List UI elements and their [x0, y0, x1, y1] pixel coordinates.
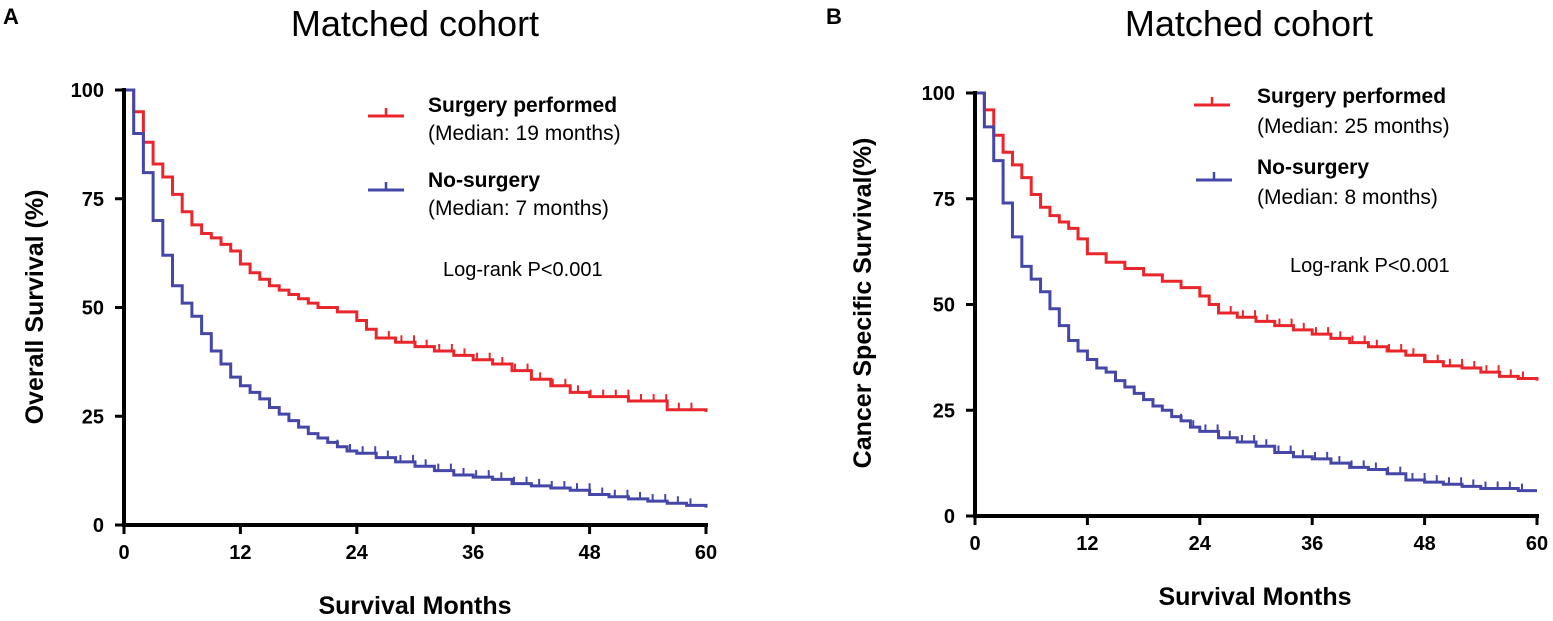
legend-key-no-surgery [1196, 172, 1232, 182]
x-tick-label: 48 [1413, 533, 1435, 555]
x-tick-label: 24 [346, 542, 369, 564]
y-tick-label: 0 [93, 515, 104, 537]
legend-key-no-surgery [368, 182, 404, 192]
legend-median-no-surgery: (Median: 8 months) [1257, 186, 1438, 209]
y-tick-label: 100 [71, 80, 104, 102]
x-tick-label: 0 [969, 533, 980, 555]
legend-key-surgery [1194, 97, 1230, 107]
y-axis-label: Cancer Specific Survival(%) [849, 138, 877, 469]
panel-letter: B [826, 4, 842, 29]
y-axis-label: Overall Survival (%) [21, 190, 49, 425]
panel-letter: A [3, 4, 19, 29]
x-tick-label: 24 [1189, 533, 1212, 555]
legend-label-no-surgery: No-surgery [428, 169, 540, 192]
legend-label-surgery: Surgery performed [1257, 85, 1446, 108]
y-tick-label: 75 [82, 189, 104, 211]
x-tick-label: 60 [1526, 533, 1548, 555]
legend: Surgery performed (Median: 19 months) No… [368, 94, 621, 220]
y-tick-label: 50 [82, 298, 104, 320]
x-tick-label: 12 [1076, 533, 1098, 555]
log-rank-annotation: Log-rank P<0.001 [443, 259, 603, 281]
y-tick-label: 25 [82, 406, 104, 428]
panel-b: B Matched cohort Survival Months Cancer … [826, 3, 1548, 611]
x-tick-label: 0 [118, 542, 129, 564]
x-axis-label: Survival Months [318, 592, 511, 620]
series-line-no-surgery [975, 91, 1537, 493]
legend-label-no-surgery: No-surgery [1257, 156, 1369, 179]
x-tick-label: 12 [229, 542, 251, 564]
x-tick-label: 60 [695, 542, 717, 564]
survival-curves [975, 91, 1539, 493]
log-rank-annotation: Log-rank P<0.001 [1290, 255, 1450, 277]
survival-curves [124, 88, 708, 508]
legend: Surgery performed (Median: 25 months) No… [1194, 85, 1450, 209]
x-tick-label: 36 [1301, 533, 1323, 555]
y-tick-label: 100 [922, 83, 955, 105]
chart-title: Matched cohort [291, 3, 539, 44]
legend-median-no-surgery: (Median: 7 months) [428, 197, 609, 220]
series-line-no-surgery [124, 88, 708, 508]
chart-title: Matched cohort [1125, 3, 1373, 44]
y-tick-label: 0 [944, 506, 955, 528]
legend-median-surgery: (Median: 19 months) [428, 122, 621, 145]
series-line-surgery [975, 91, 1539, 381]
x-axis-label: Survival Months [1158, 583, 1351, 611]
legend-key-surgery [368, 108, 404, 118]
legend-median-surgery: (Median: 25 months) [1257, 115, 1450, 138]
y-tick-label: 25 [933, 400, 955, 422]
y-tick-label: 50 [933, 295, 955, 317]
panel-a: A Matched cohort Survival Months Overall… [3, 3, 717, 620]
x-tick-label: 36 [462, 542, 484, 564]
y-tick-label: 75 [933, 189, 955, 211]
series-line-surgery [124, 88, 708, 412]
x-tick-label: 48 [578, 542, 600, 564]
legend-label-surgery: Surgery performed [428, 94, 617, 117]
